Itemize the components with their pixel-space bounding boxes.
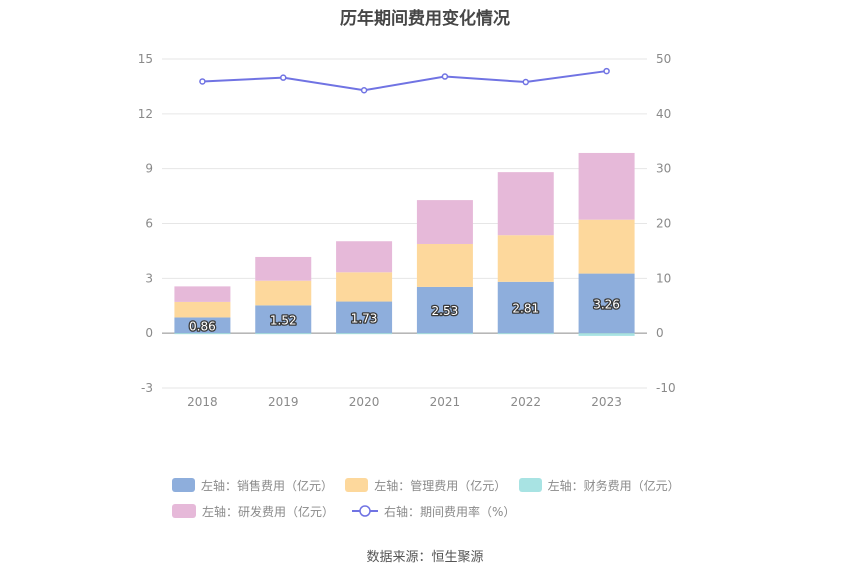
line-point [360,87,368,94]
data-label: 1.73 [351,311,378,325]
data-label: 2.81 [512,301,539,315]
bar-segment [578,219,635,274]
bar-segment [174,317,231,334]
legend-label: 右轴：期间费用率（%） [384,504,516,519]
legend-item[interactable]: 左轴：财务费用（亿元） [518,477,680,494]
y-left-tick-label: 12 [138,107,153,121]
line-point [199,78,206,85]
bar-segment [416,200,473,244]
data-label: 2.53 [432,304,459,318]
legend-swatch [172,504,196,518]
legend-item[interactable]: 左轴：销售费用（亿元） [172,477,333,494]
bar-segment [578,333,635,336]
x-tick-label: 2021 [430,395,461,409]
legend-swatch [172,478,195,492]
y-right-tick-label: 10 [656,271,671,285]
bar-segment [336,272,393,302]
line-point [280,74,287,81]
chart-plot: -3 0 3 6 9 12 15 -10 0 10 20 30 40 50 2018 2019 2020 2021… [138,52,676,409]
data-label: 3.26 [593,297,620,311]
legend-item[interactable]: 右轴：期间费用率（%） [352,503,515,520]
source-note: 数据来源：恒生聚源 [366,550,484,565]
legend-label: 左轴：财务费用（亿元） [547,478,680,493]
y-right-tick-label: 0 [656,326,664,340]
x-tick-label: 2019 [268,395,299,409]
y-right-tick-label: 50 [656,52,671,66]
y-right-tick-label: 20 [656,217,671,231]
legend-label: 左轴：管理费用（亿元） [374,478,507,493]
y-left-tick-label: 9 [145,162,153,176]
bar-segment [336,333,393,335]
legend-row: 左轴：研发费用（亿元） 右轴：期间费用率（%） [172,498,692,524]
y-right-tick-label: 40 [656,107,671,121]
bar-segment [174,333,231,335]
x-tick-label: 2020 [349,395,380,409]
bar-segment [255,256,312,281]
bar-segment [174,286,231,302]
legend-swatch [345,478,369,492]
bar-segment [255,305,312,334]
bar-segment [255,280,312,306]
series-line [202,70,607,92]
chart-legend: 左轴：销售费用（亿元） 左轴：管理费用（亿元） 左轴：财务费用（亿元） 左轴：研发费用… [172,472,692,524]
legend-item[interactable]: 左轴：研发费用（亿元） [172,503,334,520]
bar-segment [336,301,393,334]
y-left-tick-label: 3 [145,271,153,285]
bar-segment [578,273,635,334]
line-point [441,73,449,80]
bar-segment [497,172,554,236]
data-label: 0.86 [189,319,216,333]
bar-segment [416,243,473,287]
chart-title: 历年期间费用变化情况 [340,9,510,29]
legend-label: 左轴：研发费用（亿元） [202,504,335,519]
y-left-tick-label: 6 [145,217,153,231]
y-right-tick-label: 30 [656,162,671,176]
bar-segment [578,152,635,220]
bar-segment [416,333,473,335]
legend-item[interactable]: 左轴：管理费用（亿元） [345,477,507,494]
x-tick-label: 2023 [591,395,622,409]
y-left-tick-label: 0 [145,326,153,340]
y-right-tick-label: -10 [656,381,676,395]
bar-segment [497,333,554,335]
bar-segment [416,286,473,334]
legend-row: 左轴：销售费用（亿元） 左轴：管理费用（亿元） 左轴：财务费用（亿元） [172,472,692,498]
x-tick-label: 2018 [187,395,218,409]
bar-segment [336,241,393,273]
bar-segment [174,301,231,318]
line-point [603,67,610,75]
bar-segment [497,235,554,282]
legend-label: 左轴：销售费用（亿元） [200,478,333,493]
legend-swatch [518,478,542,492]
bar-segment [255,333,312,335]
x-tick-label: 2022 [510,395,541,409]
y-left-tick-label: -3 [141,381,153,395]
legend-line-marker [352,505,379,517]
line-point [522,78,529,86]
data-label: 1.52 [270,313,297,327]
y-left-tick-label: 15 [138,52,153,66]
bar-segment [497,281,554,334]
